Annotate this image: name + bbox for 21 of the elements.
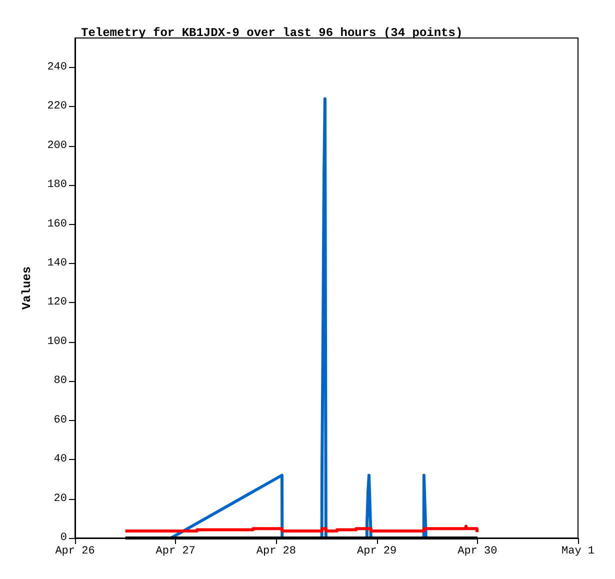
y-tick-label: 20: [54, 492, 67, 505]
x-tick-label: Apr 30: [458, 546, 498, 558]
y-tick-label: 200: [47, 140, 67, 152]
y-tick-label: 220: [47, 100, 67, 113]
y-tick-label: 60: [54, 414, 67, 426]
y-tick-label: 80: [54, 375, 67, 388]
x-tick-label: Apr 27: [156, 546, 196, 558]
y-tick-label: 120: [47, 296, 67, 309]
y-tick-label: 240: [47, 61, 67, 74]
y-tick-label: 140: [47, 257, 67, 270]
y-tick-label: 40: [54, 454, 67, 466]
y-tick-label: 180: [47, 179, 67, 192]
y-axis-title: Values: [20, 266, 34, 310]
y-tick-label: 160: [47, 218, 67, 230]
y-tick-label: 0: [60, 532, 67, 544]
x-tick-label: Apr 29: [356, 546, 397, 558]
x-tick-label: Apr 26: [55, 546, 95, 558]
chart-title: Telemetry for KB1JDX-9 over last 96 hours (34 points): [81, 26, 463, 40]
x-tick-label: Apr 28: [256, 546, 296, 558]
x-tick-label: May 1: [561, 546, 595, 558]
y-tick-label: 100: [47, 336, 67, 348]
